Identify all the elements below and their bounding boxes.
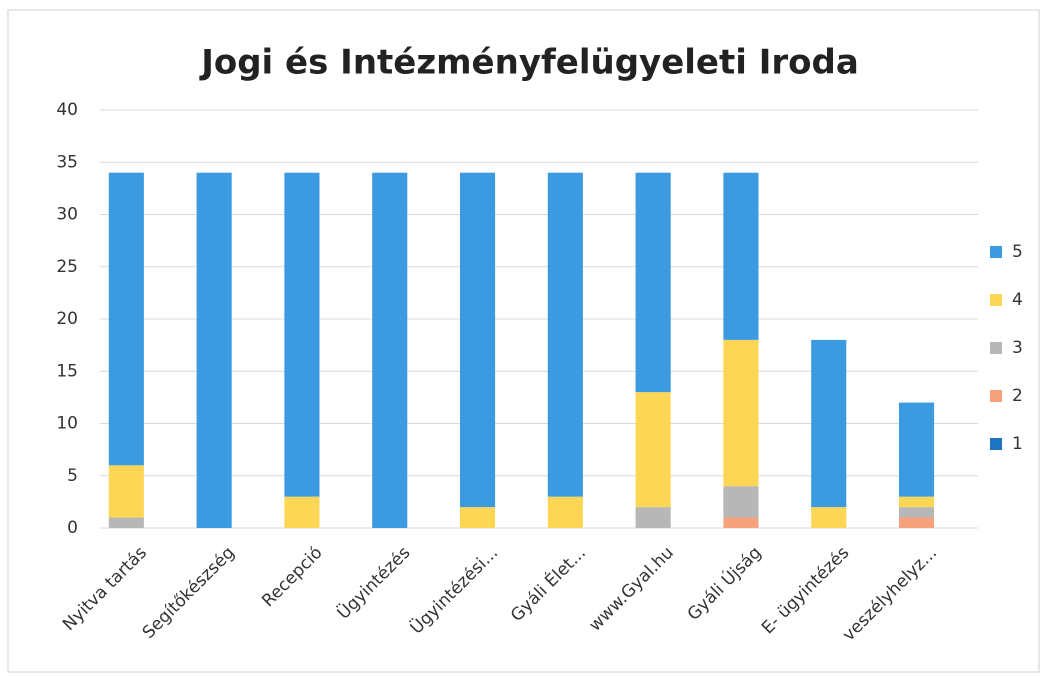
bar-segment: [898, 496, 935, 508]
legend-swatch: [990, 390, 1002, 402]
legend-label: 3: [1012, 338, 1023, 358]
bar-segment: [459, 507, 496, 528]
bar-segment: [723, 172, 759, 340]
bar-segment: [898, 517, 935, 528]
y-tick-label: 30: [56, 205, 78, 225]
x-tick-label: veszélyhelyz...: [839, 543, 941, 645]
legend-label: 2: [1012, 386, 1023, 406]
x-tick-label: Recepció: [258, 543, 326, 611]
y-tick-label: 15: [56, 361, 78, 381]
bar-segment: [108, 172, 144, 466]
bar-segment: [635, 507, 671, 528]
bar-segment: [898, 507, 935, 518]
bar-segment: [723, 486, 759, 518]
x-tick-label: Gyáli Élet...: [506, 542, 590, 626]
bar-segment: [459, 172, 496, 508]
bar-segment: [547, 172, 583, 497]
bar-segment: [635, 392, 671, 508]
bar-segment: [811, 339, 847, 508]
chart-frame: [7, 9, 1040, 673]
bar-segment: [635, 172, 671, 393]
legend-swatch: [990, 246, 1002, 258]
x-tick-label: Ügyintézés: [332, 541, 414, 623]
y-tick-label: 35: [56, 152, 78, 172]
bar-segment: [108, 465, 144, 518]
bar-segment: [108, 517, 144, 528]
y-tick-label: 5: [67, 466, 78, 486]
y-tick-label: 25: [56, 257, 78, 277]
bar-segment: [898, 402, 935, 497]
x-tick-label: Gyáli Újság: [682, 542, 765, 625]
y-tick-label: 20: [56, 309, 78, 329]
x-tick-label: E- ügyintézés: [758, 543, 853, 638]
x-tick-label: www.Gyal.hu: [585, 543, 678, 636]
bar-segment: [723, 339, 759, 487]
y-tick-label: 10: [56, 414, 78, 434]
x-tick-label: Nyitva tartás: [59, 543, 151, 635]
bar-segment: [723, 517, 759, 528]
bar-segment: [284, 172, 320, 497]
legend-swatch: [990, 294, 1002, 306]
chart-title: Jogi és Intézményfelügyeleti Iroda: [199, 43, 859, 83]
legend-label: 5: [1012, 242, 1023, 262]
y-tick-label: 40: [56, 100, 78, 120]
bar-segment: [547, 496, 583, 528]
x-tick-label: Ügyintézési...: [405, 542, 502, 639]
bar-segment: [284, 496, 320, 528]
legend-swatch: [990, 438, 1002, 450]
bar-segment: [372, 172, 408, 528]
bar-segment: [196, 172, 232, 528]
legend-label: 4: [1012, 290, 1023, 310]
y-tick-label: 0: [67, 518, 78, 538]
legend-label: 1: [1012, 434, 1023, 454]
bar-segment: [811, 507, 847, 528]
x-tick-label: Segítőkészség: [139, 543, 239, 643]
legend-swatch: [990, 342, 1002, 354]
